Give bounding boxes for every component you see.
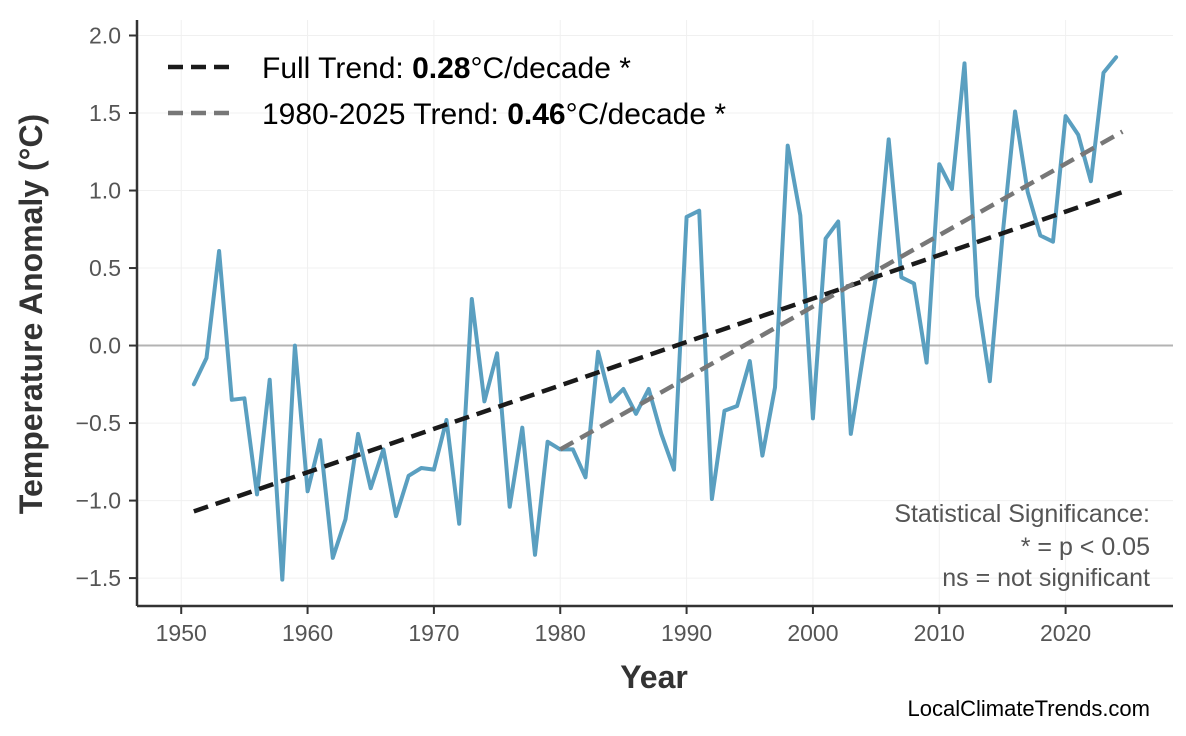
axes	[135, 20, 1173, 608]
x-tick-label: 1980	[535, 620, 586, 646]
y-tick-label: 1.0	[89, 178, 121, 204]
significance-star-note: * = p < 0.05	[1021, 533, 1150, 561]
x-tick-label: 1990	[661, 620, 712, 646]
trend-lines-layer	[193, 129, 1124, 514]
x-tick-label: 2010	[914, 620, 965, 646]
x-tick-label: 1950	[156, 620, 207, 646]
legend-recent-trend-label: 1980-2025 Trend: 0.46°C/decade *	[262, 98, 726, 131]
x-tick-label: 1970	[408, 620, 459, 646]
y-axis-ticks: −1.5 −1.0 −0.5 0.0 0.5 1.0 1.5 2.0	[76, 23, 137, 591]
x-axis-title: Year	[620, 659, 688, 695]
y-tick-label: −1.0	[76, 488, 121, 514]
significance-ns-note: ns = not significant	[942, 564, 1150, 592]
y-tick-label: 2.0	[89, 23, 121, 49]
full-trend-line	[193, 189, 1124, 514]
x-tick-label: 2020	[1040, 620, 1091, 646]
y-axis-title: Temperature Anomaly (°C)	[13, 114, 49, 514]
legend: Full Trend: 0.28°C/decade * 1980-2025 Tr…	[168, 52, 726, 131]
anomaly-series-line	[191, 55, 1119, 582]
y-tick-label: 0.0	[89, 333, 121, 359]
significance-title: Statistical Significance:	[894, 500, 1150, 528]
data-series-layer	[191, 55, 1119, 582]
y-tick-label: −1.5	[76, 565, 121, 591]
significance-note: Statistical Significance: * = p < 0.05 n…	[894, 500, 1150, 592]
y-tick-label: 1.5	[89, 100, 121, 126]
recent-trend-line	[559, 129, 1124, 452]
y-tick-label: −0.5	[76, 410, 121, 436]
site-credit: LocalClimateTrends.com	[908, 696, 1151, 721]
x-tick-label: 2000	[787, 620, 838, 646]
x-tick-label: 1960	[282, 620, 333, 646]
x-axis-ticks: 1950 1960 1970 1980 1990 2000 2010 2020	[156, 606, 1091, 646]
y-tick-label: 0.5	[89, 255, 121, 281]
legend-full-trend-label: Full Trend: 0.28°C/decade *	[262, 52, 631, 85]
